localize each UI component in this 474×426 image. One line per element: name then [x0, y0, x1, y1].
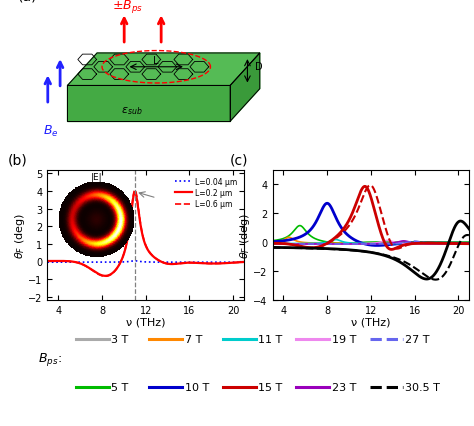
Text: $\varepsilon_{sub}$: $\varepsilon_{sub}$	[121, 105, 142, 116]
Text: 11 T: 11 T	[258, 334, 283, 345]
Text: (c): (c)	[229, 153, 248, 167]
Text: 7 T: 7 T	[185, 334, 202, 345]
Text: 27 T: 27 T	[405, 334, 430, 345]
Legend: L=0.04 µm, L=0.2 µm, L=0.6 µm: L=0.04 µm, L=0.2 µm, L=0.6 µm	[172, 174, 240, 212]
Text: 19 T: 19 T	[332, 334, 356, 345]
Polygon shape	[230, 54, 260, 122]
Text: $B_{ps}$:: $B_{ps}$:	[38, 351, 62, 368]
X-axis label: ν (THz): ν (THz)	[126, 317, 165, 326]
Text: (b): (b)	[8, 153, 28, 167]
Polygon shape	[67, 54, 260, 86]
Y-axis label: $\theta_F$ (deg): $\theta_F$ (deg)	[13, 213, 27, 258]
Text: 5 T: 5 T	[111, 382, 128, 392]
Text: 30.5 T: 30.5 T	[405, 382, 440, 392]
Y-axis label: $\theta_F$ (deg): $\theta_F$ (deg)	[238, 213, 252, 258]
Text: 23 T: 23 T	[332, 382, 356, 392]
Polygon shape	[67, 86, 230, 122]
Text: 3 T: 3 T	[111, 334, 128, 345]
Text: L: L	[154, 55, 159, 66]
Text: 15 T: 15 T	[258, 382, 283, 392]
Text: $B_e$: $B_e$	[43, 124, 58, 139]
X-axis label: ν (THz): ν (THz)	[351, 317, 391, 326]
Text: 10 T: 10 T	[185, 382, 209, 392]
Text: $\pm B_{ps}$: $\pm B_{ps}$	[112, 0, 143, 14]
Text: D: D	[255, 62, 263, 72]
Text: (a): (a)	[18, 0, 38, 3]
